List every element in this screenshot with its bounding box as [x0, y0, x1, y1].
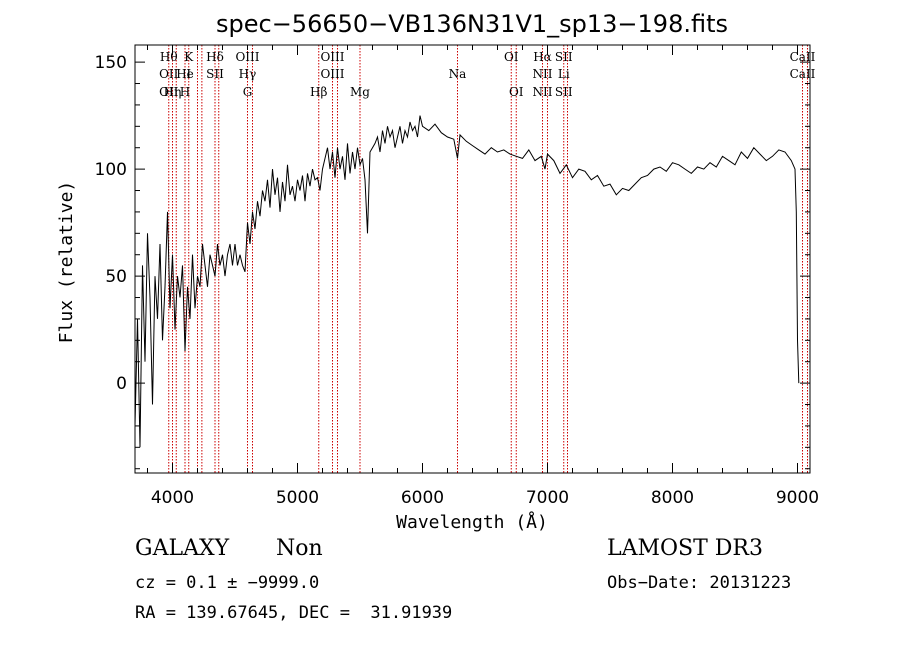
chart-title: spec−56650−VB136N31V1_sp13−198.fits [216, 10, 728, 38]
x-tick-label: 6000 [401, 488, 444, 508]
redshift-info: cz = 0.1 ± −9999.0 [135, 573, 320, 593]
emission-line-label: CaII [790, 67, 816, 81]
emission-line-label: OII [159, 85, 179, 99]
emission-line-label: Hθ [160, 50, 178, 64]
x-tick-label: 4000 [151, 488, 194, 508]
x-tick-label: 5000 [276, 488, 319, 508]
emission-line-label: Li [558, 67, 570, 81]
x-tick-label: 7000 [526, 488, 569, 508]
x-tick-label: 9000 [776, 488, 819, 508]
emission-line-label: K [184, 50, 194, 64]
y-tick-label: 150 [95, 53, 127, 73]
object-subclass: Non [276, 536, 323, 561]
emission-line-label: Hδ [206, 50, 224, 64]
emission-line-label: H [180, 85, 190, 99]
object-class: GALAXY [135, 536, 230, 561]
emission-line-label: I [186, 67, 191, 81]
emission-line-label: OIII [320, 67, 344, 81]
x-axis-ticks: 4000 5000 6000 7000 8000 9000 [147, 45, 819, 508]
survey-name: LAMOST DR3 [607, 536, 763, 561]
emission-line-label: Hη [164, 85, 182, 99]
emission-line-label: SII [555, 85, 573, 99]
y-axis-label: Flux (relative) [56, 181, 77, 344]
emission-line-label: CaII [790, 50, 816, 64]
emission-line-markers [168, 45, 808, 473]
y-tick-label: 100 [95, 160, 127, 180]
emission-line-label: Hα [533, 50, 552, 64]
spectrum-series-line [134, 115, 800, 448]
emission-line-label: NII [533, 85, 553, 99]
coordinates-info: RA = 139.67645, DEC = 31.91939 [135, 603, 453, 623]
observation-date: Obs−Date: 20131223 [607, 573, 792, 593]
emission-line-label: He [176, 67, 194, 81]
emission-line-label: Na [449, 67, 467, 81]
y-axis-ticks: 0 50 100 150 [95, 53, 810, 470]
emission-line-label: Mg [350, 85, 370, 99]
emission-line-label: OIII [235, 50, 259, 64]
emission-line-label: G [243, 85, 253, 99]
y-tick-label: 0 [116, 374, 127, 394]
emission-line-label: Hγ [239, 67, 257, 81]
emission-line-label: OIII [320, 50, 344, 64]
emission-line-label: OI [509, 85, 524, 99]
emission-line-label: OI [504, 50, 519, 64]
x-axis-label: Wavelength (Å) [396, 511, 548, 533]
emission-line-label: NII [533, 67, 553, 81]
emission-line-label: SII [555, 50, 573, 64]
emission-line-label: OII [159, 67, 179, 81]
emission-line-label: SII [206, 67, 224, 81]
x-tick-label: 8000 [651, 488, 694, 508]
y-tick-label: 50 [105, 267, 127, 287]
emission-line-label: Hβ [310, 85, 327, 99]
